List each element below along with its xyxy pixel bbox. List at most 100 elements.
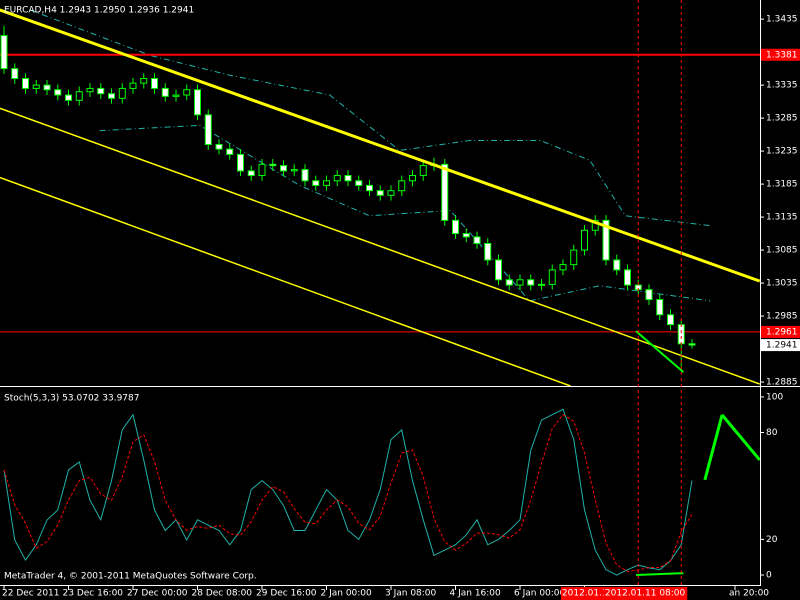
candle-body bbox=[419, 165, 427, 177]
candle-body bbox=[677, 324, 685, 345]
candle-body bbox=[32, 84, 40, 89]
candle-body bbox=[129, 82, 137, 89]
x-tick-label: 23 Dec 16:00 bbox=[63, 589, 124, 599]
y-tick-label: 1.3285 bbox=[766, 114, 798, 124]
candle-body bbox=[688, 343, 696, 346]
price-pane bbox=[0, 8, 760, 386]
candle-body bbox=[172, 94, 180, 97]
candle-body bbox=[43, 84, 51, 91]
candle-body bbox=[22, 78, 29, 89]
candle-body bbox=[11, 68, 19, 80]
candle-body bbox=[301, 169, 309, 182]
y-tick-label: 1.3085 bbox=[766, 246, 798, 256]
envelope-band bbox=[29, 9, 711, 227]
candle-body bbox=[0, 35, 8, 70]
candle-body bbox=[570, 249, 578, 266]
trend-line bbox=[636, 572, 684, 577]
envelope-band bbox=[99, 124, 711, 302]
candle-body bbox=[280, 165, 287, 172]
candle-body bbox=[161, 87, 169, 97]
candle-body bbox=[97, 87, 105, 95]
x-tick-label: 4 Jan 16:00 bbox=[450, 589, 502, 599]
candle-body bbox=[108, 93, 115, 99]
stoch-line bbox=[3, 414, 693, 572]
candle-body bbox=[473, 236, 481, 244]
y-tick-label: 100 bbox=[766, 392, 783, 402]
y-tick-label: 20 bbox=[766, 535, 778, 545]
trend-line bbox=[635, 330, 685, 373]
candle-body bbox=[591, 219, 599, 231]
trend-line bbox=[0, 176, 571, 386]
candle-body bbox=[269, 163, 277, 167]
x-tick-label: 22 Dec 2011 bbox=[2, 589, 60, 599]
candle-body bbox=[548, 269, 556, 285]
bid-label: 1.2941 bbox=[766, 341, 798, 351]
candle-body bbox=[65, 94, 72, 101]
candle-body bbox=[237, 153, 244, 172]
candle-body bbox=[441, 163, 449, 221]
x-tick-label: 3 Jan 08:00 bbox=[385, 589, 437, 599]
x-tick-label: 27 Dec 00:00 bbox=[127, 589, 188, 599]
price-label-box bbox=[761, 48, 800, 61]
y-tick-label: 1.2885 bbox=[766, 378, 798, 388]
trend-line bbox=[703, 414, 724, 481]
candle-body bbox=[140, 78, 148, 84]
candle-body bbox=[290, 169, 298, 172]
vline-label: 2012.01.11 08:00 bbox=[605, 589, 686, 599]
candle-body bbox=[452, 219, 459, 235]
candle-body bbox=[312, 180, 320, 186]
y-tick-label: 1.3435 bbox=[766, 15, 798, 25]
y-tick-label: 1.2985 bbox=[766, 312, 798, 322]
candle-body bbox=[656, 299, 664, 316]
axes: 1.3435 1.3335 1.3285 1.3235 1.3185 1.3135 1.30… bbox=[2, 15, 800, 599]
candle-body bbox=[226, 148, 234, 155]
candle-body bbox=[355, 180, 363, 186]
y-tick-label: 0 bbox=[766, 571, 772, 581]
y-tick-label: 1.3035 bbox=[766, 279, 798, 289]
candle-body bbox=[387, 190, 395, 196]
y-tick-label: 1.3135 bbox=[766, 213, 798, 223]
candle-body bbox=[118, 87, 126, 99]
price-label-box bbox=[761, 325, 800, 338]
stoch-line bbox=[3, 408, 693, 576]
candle-body bbox=[247, 170, 255, 177]
candle-body bbox=[215, 144, 223, 150]
price-label: 1.2961 bbox=[766, 327, 798, 337]
candle-body bbox=[376, 190, 384, 196]
candle-body bbox=[204, 114, 212, 146]
x-tick-label: 28 Dec 08:00 bbox=[192, 589, 253, 599]
indicator-title: Stoch(5,3,3) 53.0702 33.9787 bbox=[4, 394, 139, 404]
candle-body bbox=[462, 233, 470, 238]
y-tick-label: 1.3335 bbox=[766, 81, 798, 91]
price-label: 1.3381 bbox=[766, 50, 798, 60]
y-tick-label: 1.3235 bbox=[766, 147, 798, 157]
y-tick-label: 1.3185 bbox=[766, 180, 798, 190]
candle-body bbox=[194, 89, 201, 116]
candle-body bbox=[183, 89, 191, 96]
candle-body bbox=[613, 259, 621, 271]
footer: MetaTrader 4, © 2001-2011 MetaQuotes Sof… bbox=[4, 572, 257, 582]
trend-line bbox=[720, 413, 760, 461]
candle-body bbox=[602, 219, 610, 261]
x-tick-label: 29 Dec 16:00 bbox=[256, 589, 317, 599]
stoch-pane bbox=[3, 408, 760, 577]
candle-body bbox=[581, 229, 588, 251]
candle-body bbox=[258, 163, 266, 177]
chart-title: EURCAD,H4 1.2943 1.2950 1.2936 1.2941 bbox=[4, 6, 194, 16]
bid-label-box bbox=[761, 339, 800, 352]
candle-body bbox=[667, 314, 674, 326]
trend-line bbox=[0, 107, 760, 385]
candle-body bbox=[344, 175, 352, 182]
candle-body bbox=[366, 184, 373, 192]
candle-body bbox=[75, 91, 83, 101]
candle-body bbox=[151, 78, 158, 89]
candle-body bbox=[645, 289, 653, 301]
candle-body bbox=[624, 269, 631, 286]
vline-label-box bbox=[603, 587, 688, 600]
candle-body bbox=[409, 175, 416, 182]
candle-body bbox=[54, 89, 62, 96]
candle-body bbox=[516, 279, 524, 286]
candle-body bbox=[323, 180, 330, 186]
y-tick-label: 80 bbox=[766, 428, 778, 438]
